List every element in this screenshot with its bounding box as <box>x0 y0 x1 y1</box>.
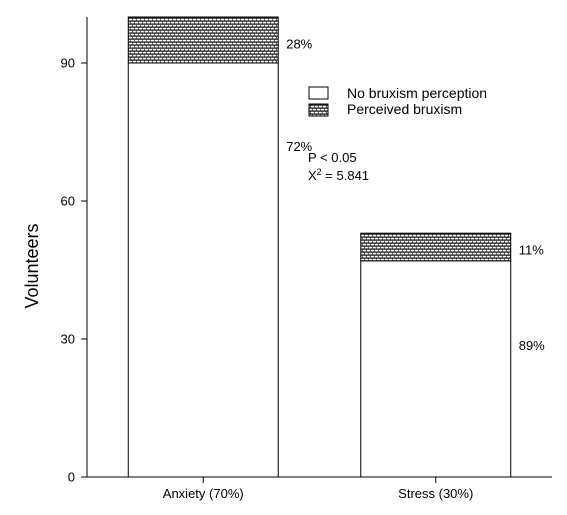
y-tick-label: 90 <box>61 56 75 71</box>
bar-perceived-bruxism-stress <box>360 232 512 262</box>
x-ticks: Anxiety (70%) Stress (30%) <box>163 477 473 501</box>
bar-perceived-bruxism-anxiety <box>127 16 279 64</box>
legend-label-no-bruxism: No bruxism perception <box>347 85 487 101</box>
percent-label-no-bruxism-stress: 89% <box>519 338 545 353</box>
bar-no-bruxism-anxiety <box>127 62 279 478</box>
x-tick-label: Stress (30%) <box>398 486 473 501</box>
bars: 72% 28% 89% 11% <box>127 16 545 478</box>
bar-no-bruxism-stress <box>360 260 512 478</box>
legend: No bruxism perception Perceived bruxism <box>308 85 487 117</box>
percent-label-perceived-bruxism-stress: 11% <box>519 242 544 257</box>
chi-square-superscript: 2 <box>317 167 322 177</box>
y-tick-label: 60 <box>61 194 75 209</box>
y-tick-label: 30 <box>61 332 75 347</box>
legend-swatch-no-bruxism <box>308 86 329 100</box>
chi-square-text: X2 = 5.841 <box>308 167 369 183</box>
y-tick-label: 0 <box>68 470 75 485</box>
chi-square-symbol: X <box>308 168 317 183</box>
y-axis-label: Volunteers <box>22 223 42 308</box>
y-ticks: 0 30 60 90 <box>61 56 87 485</box>
p-value-text: P < 0.05 <box>308 150 357 165</box>
percent-label-perceived-bruxism-anxiety: 28% <box>286 36 312 51</box>
statistics-annotation: P < 0.05 X2 = 5.841 <box>308 150 369 183</box>
percent-label-no-bruxism-anxiety: 72% <box>286 139 312 154</box>
chi-square-value: = 5.841 <box>322 168 369 183</box>
legend-swatch-perceived-bruxism <box>308 103 329 117</box>
x-tick-label: Anxiety (70%) <box>163 486 244 501</box>
legend-label-perceived-bruxism: Perceived bruxism <box>347 101 462 117</box>
